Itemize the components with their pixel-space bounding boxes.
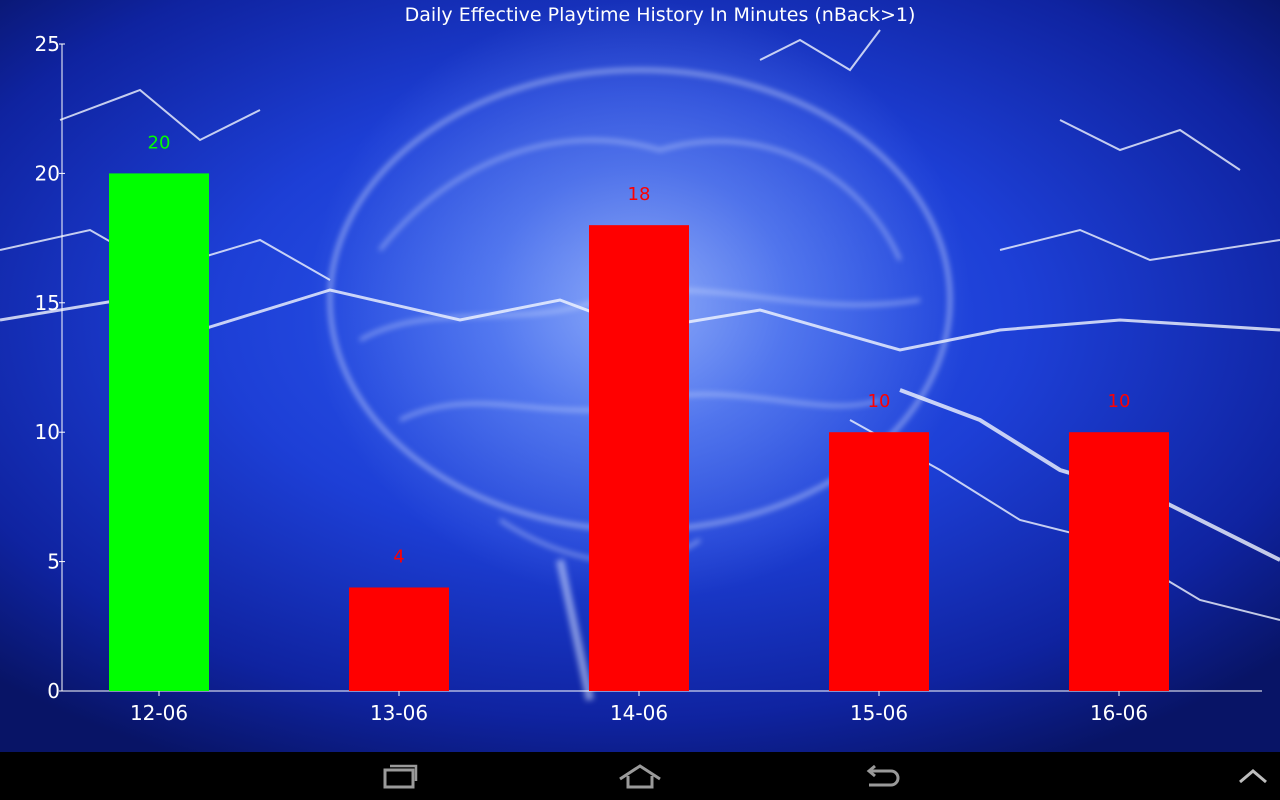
bar-16-06	[1069, 432, 1169, 691]
x-tick-label: 15-06	[850, 701, 908, 725]
chart-screen: Daily Effective Playtime History In Minu…	[0, 0, 1280, 752]
back-button[interactable]	[842, 752, 922, 800]
bar-chart: Daily Effective Playtime History In Minu…	[35, 4, 1262, 725]
data-label: 20	[148, 132, 171, 153]
home-button[interactable]	[600, 752, 680, 800]
y-tick-label: 5	[47, 550, 60, 574]
data-labels: 20 4 18 10 10	[148, 132, 1131, 567]
bar-15-06	[829, 432, 929, 691]
bar-13-06	[349, 587, 449, 691]
data-label: 18	[628, 184, 651, 205]
home-icon	[619, 764, 661, 789]
y-tick-label: 10	[35, 420, 60, 444]
y-tick-label: 25	[35, 32, 60, 56]
recent-apps-icon	[383, 764, 418, 789]
data-label: 10	[868, 391, 891, 412]
bar-series	[109, 173, 1169, 691]
y-tick-label: 15	[35, 291, 60, 315]
y-tick-label: 20	[35, 161, 60, 185]
x-tick-label: 12-06	[130, 701, 188, 725]
x-tick-label: 16-06	[1090, 701, 1148, 725]
y-axis-ticks: 0 5 10 15 20 25	[35, 32, 65, 703]
system-navigation-bar	[0, 752, 1280, 800]
menu-expand-button[interactable]	[1226, 752, 1280, 800]
x-tick-label: 14-06	[610, 701, 668, 725]
bar-14-06	[589, 225, 689, 691]
recent-apps-button[interactable]	[360, 752, 440, 800]
chart-title: Daily Effective Playtime History In Minu…	[405, 4, 916, 26]
x-tick-label: 13-06	[370, 701, 428, 725]
category-labels: 12-06 13-06 14-06 15-06 16-06	[130, 691, 1148, 725]
bar-12-06	[109, 173, 209, 691]
data-label: 10	[1108, 391, 1131, 412]
back-icon	[866, 764, 900, 787]
chevron-up-icon	[1239, 769, 1267, 784]
y-tick-label: 0	[47, 679, 60, 703]
data-label: 4	[393, 546, 404, 567]
